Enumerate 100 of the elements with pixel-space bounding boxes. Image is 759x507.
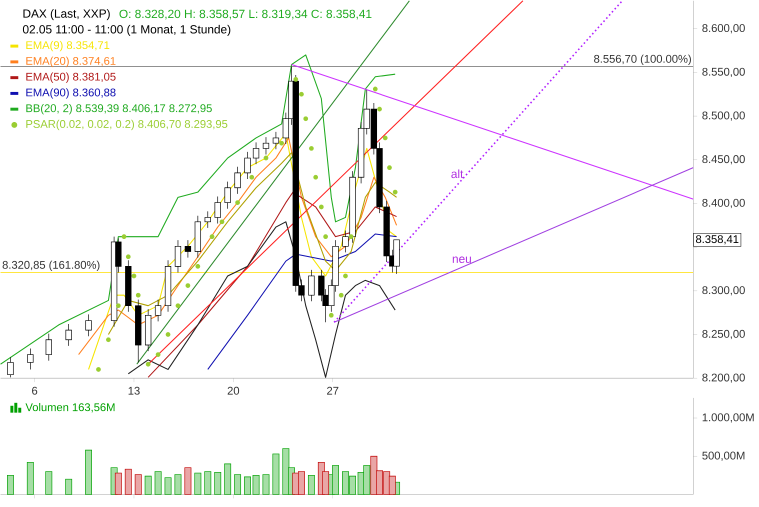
y-tick-label: 1.000,00M [702,413,754,422]
candlestick [224,181,231,209]
point [343,273,348,278]
bar [194,472,202,495]
legend-label: EMA(20) 8.374,61 [26,56,116,67]
y-tick-label: 8.200,00 [702,373,745,383]
point [323,234,328,239]
candlestick [308,269,315,302]
text: 8.358,41 [696,234,738,244]
point [220,219,224,224]
point [303,116,308,121]
y-tick-label: 8.250,00 [702,330,745,339]
bar [7,474,14,495]
line-series [0,54,396,365]
point [126,254,131,259]
candlestick [154,299,162,322]
bar [214,472,222,495]
x-tick-label: 6 [32,386,38,394]
candlestick [184,240,192,258]
annotation: neu [452,256,471,263]
bar [114,472,122,495]
bar [164,477,172,495]
line-series [128,221,396,378]
point [235,200,240,205]
x-tick-label: 20 [228,386,240,394]
legend-label: EMA(50) 8.381,05 [26,72,116,83]
bar [272,453,280,495]
candlestick [85,314,92,336]
point [313,174,318,180]
point [122,234,126,239]
point [176,303,180,308]
candlestick [46,333,52,361]
bar [332,464,339,495]
text: 02.05 11:00 - 11:00 (1 Monat, 1 Stunde) [22,24,230,36]
point [132,273,136,278]
line-series [207,233,398,370]
bar [262,474,270,495]
bar [224,463,232,495]
point [392,190,398,194]
candlestick [7,356,14,378]
y-tick-label: 8.450,00 [702,154,745,164]
point [186,283,190,288]
annotation: alt [451,169,464,178]
point [309,146,314,151]
point [387,165,392,170]
point [195,264,200,269]
point [328,312,334,318]
point [318,204,324,210]
y-tick-label: 500,00M [702,451,744,461]
bar [174,474,182,495]
point [166,332,170,337]
bar [134,474,142,495]
line-series [108,152,398,335]
candlestick [342,230,349,253]
point [293,76,298,82]
point [299,92,304,96]
legend-label: EMA(9) 8.354,71 [26,40,110,52]
bar [234,474,242,495]
candlestick [234,166,241,194]
bar [65,478,72,495]
bar [144,476,152,495]
bar [85,450,92,495]
y-tick-label: 8.300,00 [702,286,745,296]
point [156,352,160,357]
bar [154,470,162,495]
point [146,362,151,366]
y-tick-label: 8.400,00 [702,198,745,208]
y-tick-label: 8.500,00 [702,111,745,121]
y-tick-label: 8.600,00 [702,24,745,34]
point [106,337,111,342]
candlestick [252,142,260,164]
candlestick [174,240,182,273]
point [279,140,284,146]
point [382,135,388,140]
point [136,292,141,298]
point [338,292,344,298]
point [348,234,354,239]
text: DAX (Last, XXP) [23,8,110,20]
candlestick [204,210,211,228]
bar [204,470,212,495]
bar [45,470,52,495]
legend-label: EMA(90) 8.360,88 [26,88,116,98]
x-tick-label: 27 [327,386,338,394]
bar [26,462,34,495]
ref-line-label: 8.556,70 (100.00%) [594,54,691,65]
bar [184,467,192,495]
point [372,86,378,92]
point [210,234,214,239]
x-tick-label: 13 [128,386,140,394]
bar [308,474,315,495]
annotation: O: 8.328,20 H: 8.358,57 L: 8.319,34 C: 8.358,41 [119,9,372,20]
candlestick [27,348,34,370]
point [264,155,268,160]
point [96,366,101,372]
y-tick-label: 8.550,00 [702,68,745,77]
point [116,303,121,308]
bar [124,468,132,495]
point [249,174,254,180]
legend-label: PSAR(0.02, 0.02, 0.2) 8.406,70 8.293,95 [26,120,228,130]
legend-label: BB(20, 2) 8.539,39 8.406,17 8.272,95 [26,104,212,114]
